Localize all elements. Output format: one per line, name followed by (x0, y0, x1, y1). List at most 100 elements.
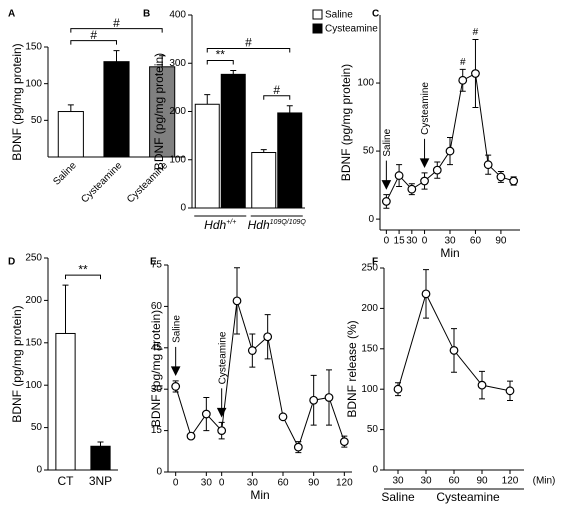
y-axis-label: BDNF (pg/mg protein) (339, 64, 353, 181)
group-label: Hdh+/+ (204, 218, 236, 232)
group-sup: +/+ (226, 219, 236, 226)
error-bar (113, 50, 120, 62)
x-tick-label: 90 (495, 236, 507, 247)
y-axis-label: BDNF release (%) (345, 320, 359, 417)
data-point (171, 382, 181, 391)
significance-bracket (65, 274, 101, 280)
arrow-head (381, 180, 392, 190)
y-tick-label: 100 (169, 154, 186, 165)
data-point (445, 146, 455, 156)
y-tick-label: 250 (25, 253, 42, 264)
y-tick-label: 100 (361, 384, 378, 395)
data-point (186, 431, 196, 441)
data-point (477, 380, 487, 390)
x-tick-label: 120 (336, 478, 353, 489)
x-tick-label: 0 (422, 236, 428, 247)
arrow-label: Saline (171, 315, 182, 343)
data-point (471, 69, 480, 78)
y-axis-label: BDNF (pg/mg protein) (10, 305, 24, 422)
x-tick-label: 30 (392, 476, 404, 487)
data-point (232, 296, 242, 306)
y-axis-label: BDNF (pg/mg protein) (10, 43, 24, 160)
arrow-label: Cysteamine (217, 331, 228, 384)
significance-label: # (273, 83, 280, 97)
bar (277, 112, 303, 209)
y-tick-label: 150 (25, 337, 42, 348)
x-tick-label: 90 (308, 478, 320, 489)
y-tick-label: 100 (25, 380, 42, 391)
legend-label: Saline (325, 10, 353, 21)
x-axis-label: (Min) (533, 476, 556, 487)
error-bar (204, 94, 211, 105)
significance-bracket (263, 95, 291, 100)
arrow-head (419, 158, 430, 168)
bar (90, 445, 111, 471)
data-point (449, 346, 459, 355)
data-point (432, 165, 442, 175)
x-tick-label: 3NP (89, 474, 112, 488)
data-point (217, 426, 227, 436)
panel-label: C (372, 9, 379, 20)
y-tick-label: 300 (169, 58, 186, 69)
y-tick-label: 150 (25, 42, 42, 53)
y-tick-label: 50 (31, 115, 43, 126)
y-tick-label: 100 (357, 78, 374, 89)
significance-label: # (113, 16, 120, 30)
panel-label: B (143, 9, 150, 20)
significance-bracket (70, 40, 117, 45)
significance-label: # (460, 57, 466, 68)
bar (55, 332, 76, 471)
x-tick-label: 60 (470, 236, 482, 247)
series-line (175, 300, 345, 449)
significance-bracket (70, 28, 163, 33)
error-bar (62, 284, 69, 334)
significance-label: # (90, 28, 97, 42)
bar (194, 103, 220, 209)
y-tick-label: 250 (361, 263, 378, 274)
y-tick-label: 200 (25, 295, 42, 306)
legend-swatch (312, 23, 323, 34)
x-tick-label: 0 (219, 478, 225, 489)
legend-label: Cysteamine (325, 24, 378, 35)
significance-label: ** (216, 48, 226, 62)
arrow-head (216, 407, 227, 418)
arrow-label: Cysteamine (420, 82, 431, 135)
bar (103, 61, 130, 158)
y-tick-label: 50 (363, 146, 375, 157)
y-tick-label: 45 (151, 342, 163, 353)
significance-label: # (473, 27, 479, 38)
significance-label: ** (78, 262, 88, 276)
x-tick-label: 30 (420, 476, 432, 487)
group-name: Hdh (204, 218, 226, 232)
x-tick-label: 30 (201, 478, 213, 489)
data-point (381, 197, 391, 206)
group-sup: 109Q/109Q (270, 219, 307, 226)
data-point (293, 442, 303, 452)
y-tick-label: 0 (36, 465, 42, 476)
arrow-label: Saline (382, 128, 393, 156)
y-tick-label: 50 (367, 424, 379, 435)
data-point (393, 384, 403, 394)
data-point (339, 437, 349, 447)
data-point (420, 176, 429, 186)
y-tick-label: 0 (368, 214, 374, 225)
panel-label: E (150, 257, 157, 268)
significance-bracket (206, 47, 291, 53)
data-point (309, 395, 319, 405)
arrow-head (170, 366, 181, 377)
data-point (324, 393, 334, 402)
data-point (509, 176, 519, 186)
panel-label: F (372, 257, 378, 268)
bar (57, 111, 84, 158)
x-tick-label: CT (58, 474, 75, 488)
x-axis-label: Min (250, 488, 269, 502)
y-tick-label: 15 (151, 425, 163, 436)
data-point (201, 409, 211, 419)
data-point (421, 289, 431, 299)
error-bar (97, 441, 104, 447)
data-point (278, 412, 288, 422)
panel-label: A (8, 9, 15, 20)
data-point (505, 386, 515, 396)
y-tick-label: 0 (372, 465, 378, 476)
